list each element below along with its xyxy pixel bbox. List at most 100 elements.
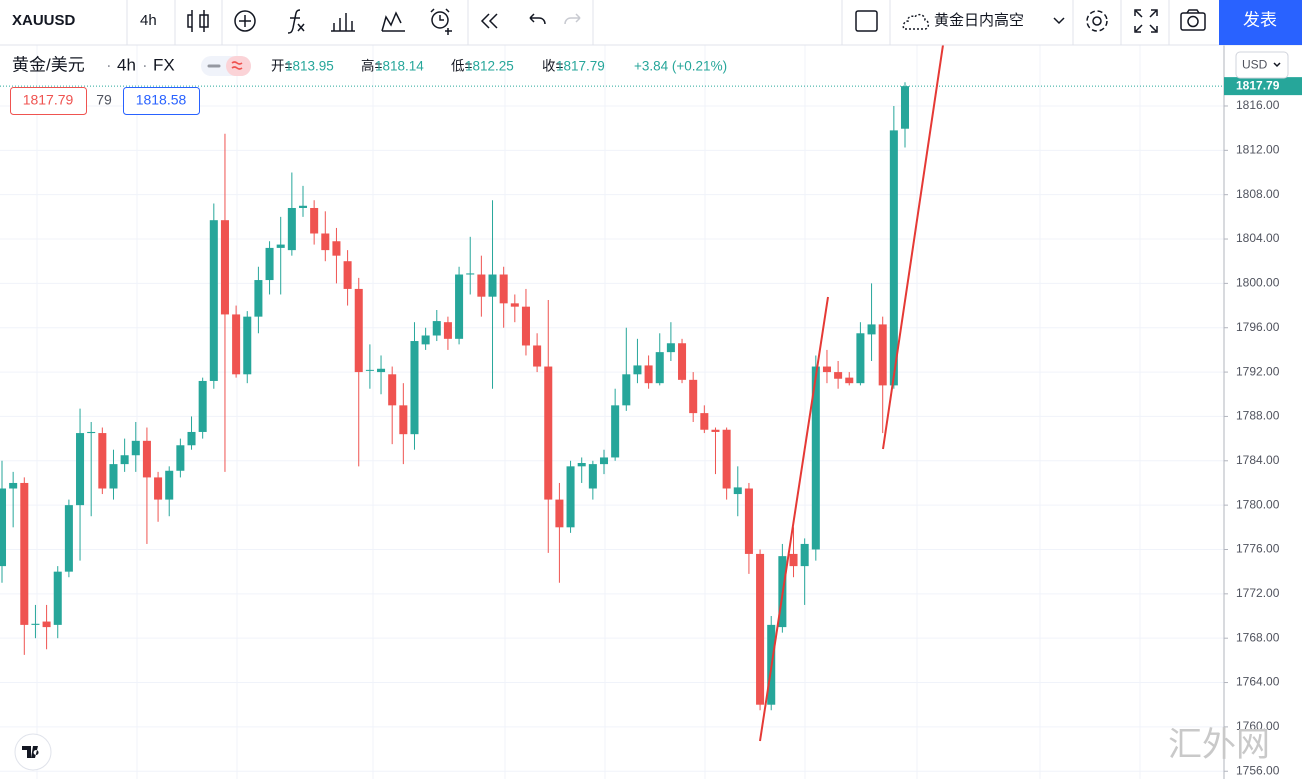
legend-label: 收=: [542, 59, 564, 74]
ask-box[interactable]: [123, 87, 200, 115]
interval[interactable]: 4h: [140, 12, 157, 29]
price-axis-labels: 1756.00 1760.00 1764.00 1768.00 1772.00 1776.…: [1224, 77, 1302, 777]
candle-body: [343, 261, 352, 289]
symbol-name: 黄金/美元: [12, 55, 85, 74]
watermark: 汇外网: [1168, 726, 1270, 764]
exchange: FX: [153, 55, 175, 74]
status-pill-part: [226, 56, 251, 76]
candle-body: [399, 405, 408, 435]
y-tick-label: 1772.00: [1236, 586, 1280, 600]
candle-body: [733, 487, 742, 495]
candle-body: [421, 335, 430, 345]
candle-body: [109, 464, 118, 489]
candle-body: [64, 505, 73, 572]
separators: [126, 0, 1170, 45]
last-price-tag: [1224, 77, 1302, 96]
candle-body: [744, 488, 753, 554]
candle-body: [198, 380, 207, 432]
trend-lines: [759, 44, 944, 742]
candle-body: [856, 333, 865, 384]
bid[interactable]: 1817.79: [23, 92, 74, 108]
y-tick-label: 1800.00: [1236, 276, 1280, 290]
candle-body: [878, 324, 887, 386]
candle-body: [265, 247, 274, 281]
candle-body: [232, 314, 241, 375]
candle-body: [388, 374, 397, 406]
legend-interval: 4h: [117, 55, 136, 74]
change: +3.84 (+0.21%): [634, 59, 727, 74]
candle-body: [53, 571, 62, 625]
candle-body: [900, 86, 910, 129]
candle-body: [165, 470, 174, 500]
status-icon: [231, 61, 243, 70]
candle-body: [555, 499, 564, 528]
publish-label[interactable]: 发表: [1243, 10, 1277, 29]
candle-body: [209, 220, 218, 381]
candle-body: [822, 366, 831, 373]
legend-label: 开=: [271, 59, 292, 74]
dot: ·: [106, 55, 112, 74]
candle-body: [789, 553, 798, 567]
candle-body: [220, 220, 229, 315]
publish-button[interactable]: [1219, 0, 1302, 45]
candle-body: [700, 413, 709, 430]
candle-body: [689, 379, 698, 414]
candle-body: [154, 477, 163, 500]
legend-value: 1817.79: [556, 59, 605, 74]
candle-body: [365, 369, 374, 371]
candle-body: [332, 241, 341, 256]
candle-body: [9, 482, 18, 489]
candle-body: [666, 343, 675, 353]
candle-body: [756, 553, 765, 705]
trend-line: [759, 296, 829, 742]
y-tick-label: 1756.00: [1236, 763, 1280, 777]
candle-body: [131, 440, 140, 456]
toolbar-icons[interactable]: [187, 8, 1206, 35]
toolbar: [0, 0, 1302, 45]
grid: [0, 45, 1224, 779]
ask[interactable]: 1818.58: [136, 92, 187, 108]
y-tick-label: 1796.00: [1236, 320, 1280, 334]
candle-body: [800, 543, 809, 567]
symbol[interactable]: XAUUSD: [12, 12, 76, 29]
candle-body: [187, 431, 196, 446]
candle-body: [98, 433, 107, 489]
candle-body: [845, 377, 854, 384]
currency-button[interactable]: [1235, 51, 1289, 79]
candle-body: [711, 429, 720, 432]
legend-value: 1812.25: [465, 59, 514, 74]
chevron: [1273, 62, 1281, 68]
candle-body: [377, 368, 386, 373]
y-tick-label: 1788.00: [1236, 409, 1280, 423]
candle-body: [644, 365, 653, 384]
spread: 79: [96, 92, 112, 108]
y-tick-label: 1784.00: [1236, 453, 1280, 467]
layout-name[interactable]: 黄金日内高空: [934, 12, 1024, 29]
candle-body: [120, 455, 129, 465]
candle-body: [243, 316, 252, 375]
legend-value: 1813.95: [285, 59, 334, 74]
currency[interactable]: USD: [1242, 58, 1268, 72]
price-axis: [1224, 45, 1302, 779]
last-price-label: 1817.79: [1236, 78, 1280, 92]
candle-body: [544, 366, 553, 500]
candle-body: [466, 273, 475, 275]
candle-body: [499, 274, 508, 304]
candle-body: [276, 244, 285, 248]
candle-body: [455, 274, 464, 339]
candle-body: [477, 274, 486, 297]
bid-box[interactable]: [10, 87, 87, 115]
trend-line: [882, 44, 944, 450]
candle-body: [176, 445, 185, 471]
candle-body: [834, 372, 843, 379]
candle-body: [533, 345, 542, 367]
y-tick-label: 1780.00: [1236, 497, 1280, 511]
candle-body: [488, 274, 497, 297]
candle-body: [622, 374, 631, 406]
y-tick-label: 1804.00: [1236, 231, 1280, 245]
candle-body: [889, 130, 898, 386]
candle-body: [76, 433, 85, 506]
candle-body: [310, 207, 319, 234]
legend-label: 低=: [451, 59, 472, 74]
